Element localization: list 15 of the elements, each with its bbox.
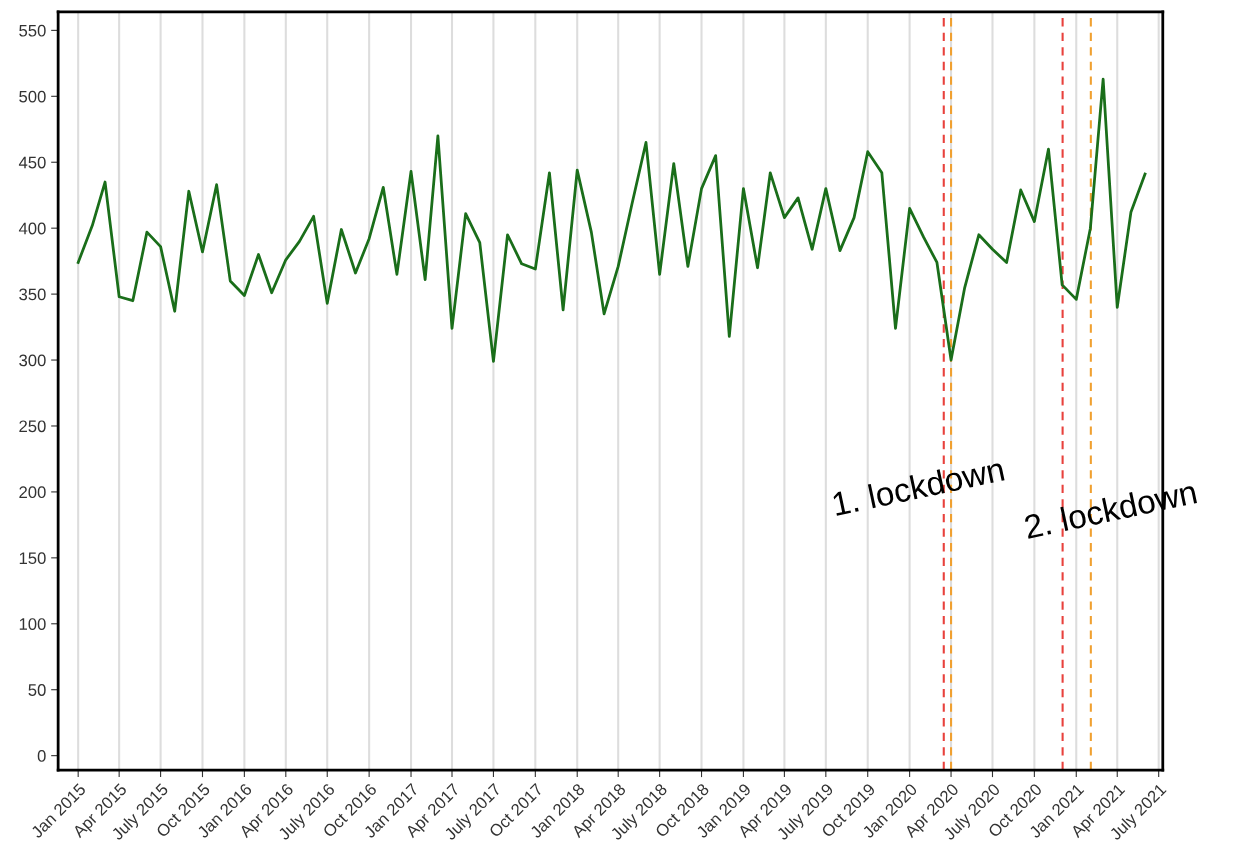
y-tick-label: 200: [19, 486, 46, 499]
y-tick-label: 400: [18, 222, 46, 235]
y-tick-label: 300: [19, 354, 46, 367]
y-tick-label: 250: [19, 420, 46, 433]
y-tick-label: 350: [19, 288, 46, 301]
ref-line-label: 2. lockdown: [1023, 479, 1198, 540]
y-tick-label: 50: [28, 684, 46, 696]
ref-line-label: 1. lockdown: [831, 456, 1005, 517]
line-series: [76, 77, 1147, 363]
y-tick-label: 500: [19, 90, 46, 103]
y-tick-label: 150: [19, 552, 46, 565]
y-tick-label: 450: [18, 156, 46, 169]
y-tick-label: 100: [19, 618, 46, 630]
y-tick-label: 0: [37, 750, 46, 762]
y-tick-label: 550: [19, 24, 46, 37]
